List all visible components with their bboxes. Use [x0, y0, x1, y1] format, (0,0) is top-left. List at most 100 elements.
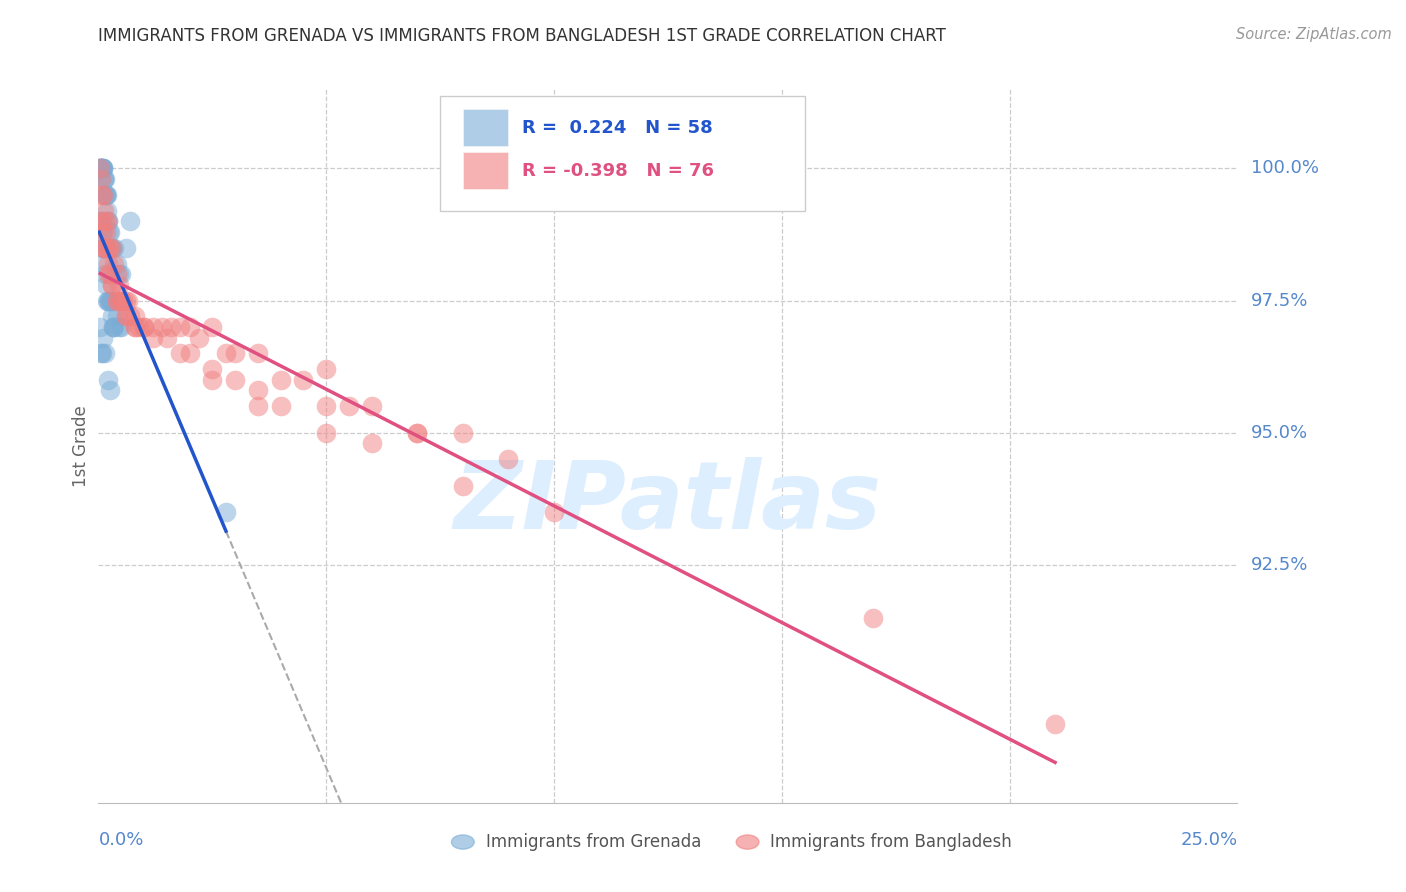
Point	[96, 241, 118, 255]
Point	[96, 203, 118, 218]
Point	[110, 293, 132, 308]
Point	[150, 320, 173, 334]
Point	[101, 241, 124, 255]
Point	[90, 161, 112, 176]
Point	[101, 277, 124, 292]
Point	[224, 346, 246, 360]
Point	[105, 267, 128, 281]
Point	[94, 214, 117, 228]
Point	[97, 293, 120, 308]
Point	[103, 257, 125, 271]
Point	[108, 267, 131, 281]
Point	[97, 293, 120, 308]
Text: ZIPatlas: ZIPatlas	[454, 457, 882, 549]
Point	[315, 362, 337, 376]
Point	[91, 188, 114, 202]
Point	[94, 188, 117, 202]
Point	[96, 214, 118, 228]
Point	[98, 384, 121, 398]
Point	[224, 373, 246, 387]
Point	[117, 293, 139, 308]
Point	[96, 188, 118, 202]
Point	[108, 320, 131, 334]
Point	[90, 161, 112, 176]
Point	[292, 373, 315, 387]
FancyBboxPatch shape	[463, 109, 509, 146]
Point	[112, 293, 135, 308]
Point	[93, 172, 115, 186]
Point	[360, 400, 382, 414]
Point	[98, 225, 121, 239]
Text: 100.0%: 100.0%	[1251, 160, 1319, 178]
Point	[91, 161, 114, 176]
Point	[90, 225, 112, 239]
Point	[451, 478, 474, 492]
FancyBboxPatch shape	[440, 96, 804, 211]
Point	[201, 320, 224, 334]
Point	[179, 320, 201, 334]
Point	[96, 293, 118, 308]
Point	[169, 320, 191, 334]
Point	[451, 425, 474, 440]
Point	[187, 331, 209, 345]
Text: Source: ZipAtlas.com: Source: ZipAtlas.com	[1236, 27, 1392, 42]
Point	[105, 310, 128, 324]
Text: 0.0%: 0.0%	[98, 831, 143, 849]
Point	[114, 293, 136, 308]
Point	[110, 267, 132, 281]
Point	[142, 320, 165, 334]
Point	[94, 267, 117, 281]
Point	[94, 188, 117, 202]
Point	[132, 320, 155, 334]
Text: 25.0%: 25.0%	[1180, 831, 1237, 849]
Point	[94, 346, 117, 360]
Point	[406, 425, 429, 440]
Point	[105, 293, 128, 308]
Point	[105, 293, 128, 308]
Point	[215, 505, 238, 519]
Point	[97, 214, 120, 228]
Point	[94, 241, 117, 255]
Point	[90, 172, 112, 186]
Point	[160, 320, 183, 334]
Point	[89, 161, 111, 176]
FancyBboxPatch shape	[463, 152, 509, 189]
Circle shape	[451, 835, 474, 849]
Point	[105, 257, 128, 271]
Point	[96, 188, 118, 202]
Point	[93, 161, 115, 176]
Point	[108, 277, 131, 292]
Point	[103, 320, 125, 334]
Point	[91, 241, 114, 255]
Point	[100, 310, 122, 324]
Point	[93, 172, 115, 186]
Point	[94, 172, 117, 186]
Text: R =  0.224   N = 58: R = 0.224 N = 58	[522, 119, 713, 136]
Point	[110, 320, 132, 334]
Point	[94, 241, 117, 255]
Text: 92.5%: 92.5%	[1251, 556, 1309, 574]
Point	[101, 277, 124, 292]
Point	[128, 320, 150, 334]
Y-axis label: 1st Grade: 1st Grade	[72, 405, 90, 487]
Point	[91, 241, 114, 255]
Point	[93, 241, 115, 255]
Point	[90, 214, 112, 228]
Text: IMMIGRANTS FROM GRENADA VS IMMIGRANTS FROM BANGLADESH 1ST GRADE CORRELATION CHAR: IMMIGRANTS FROM GRENADA VS IMMIGRANTS FR…	[98, 27, 946, 45]
Point	[91, 225, 114, 239]
Point	[315, 400, 337, 414]
Point	[90, 214, 112, 228]
Point	[142, 331, 165, 345]
Point	[101, 320, 124, 334]
Point	[1043, 716, 1066, 731]
Point	[91, 331, 114, 345]
Point	[246, 346, 269, 360]
Point	[201, 362, 224, 376]
Circle shape	[737, 835, 759, 849]
Point	[100, 241, 122, 255]
Point	[498, 452, 520, 467]
Point	[103, 241, 125, 255]
Point	[96, 373, 118, 387]
Point	[98, 293, 121, 308]
Point	[124, 320, 146, 334]
